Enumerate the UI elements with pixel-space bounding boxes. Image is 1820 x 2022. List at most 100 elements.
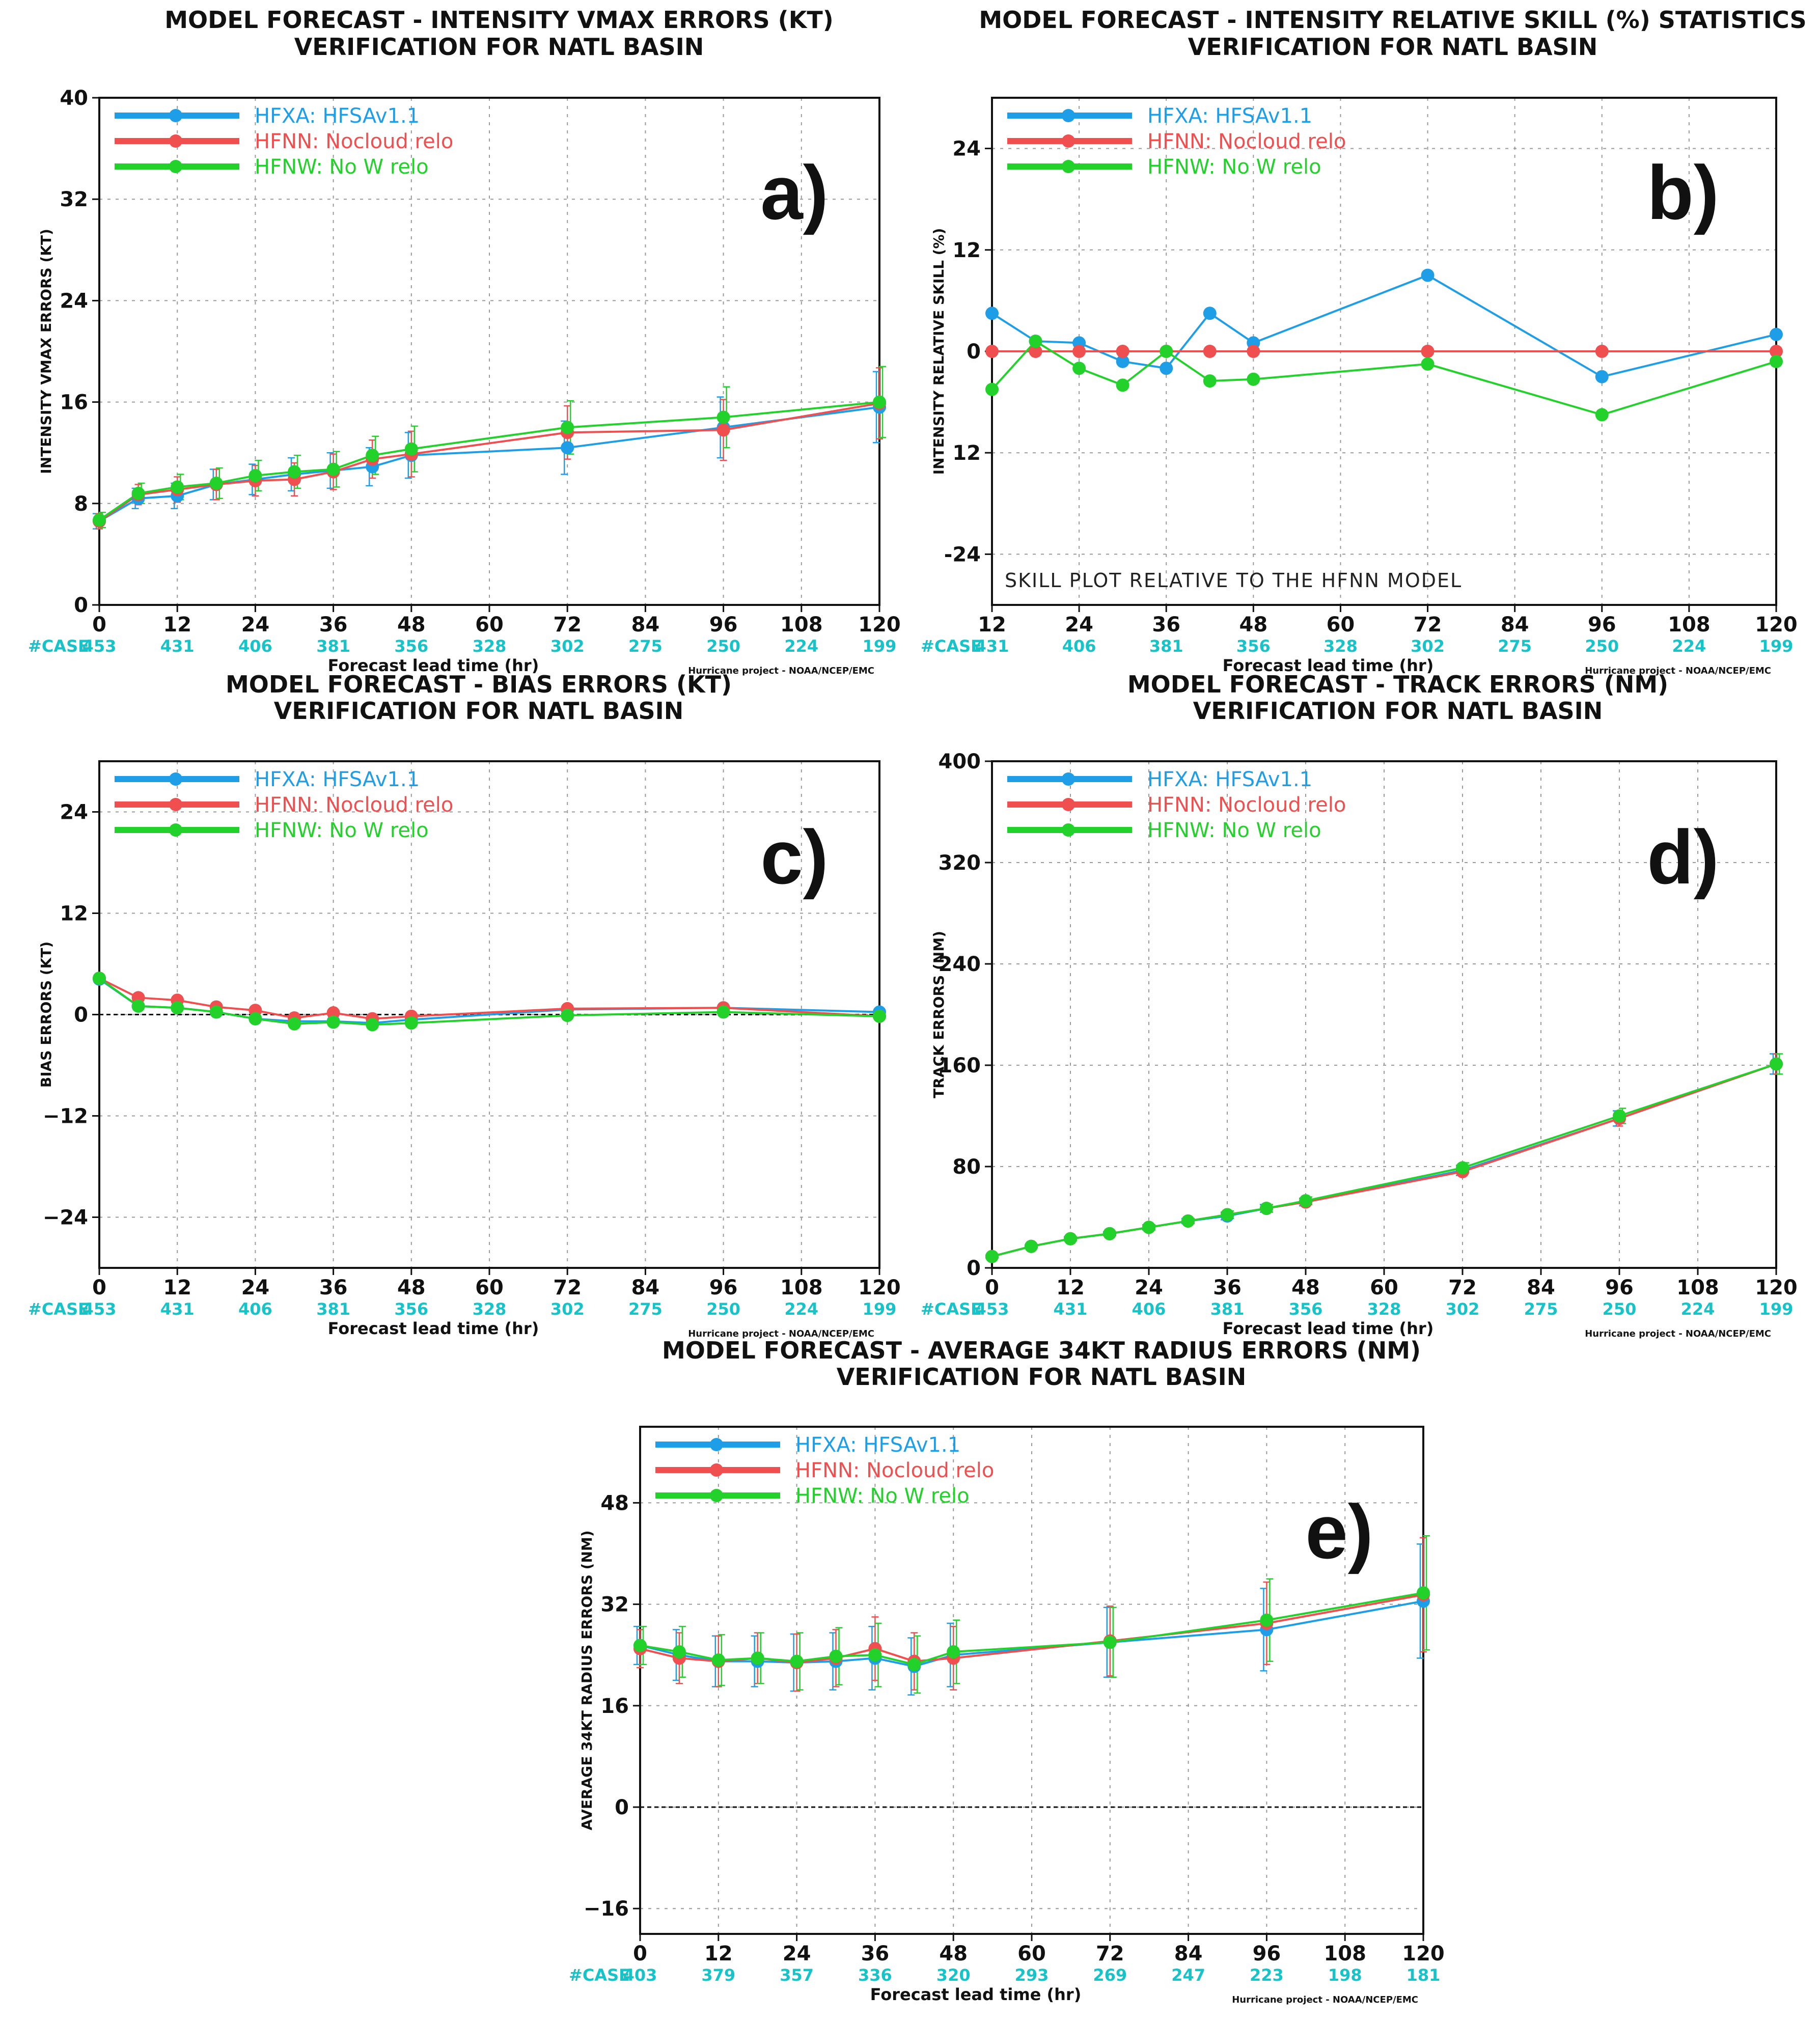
case-count: 431: [160, 636, 195, 656]
case-count: 275: [1524, 1299, 1558, 1319]
x-tick-label: 48: [397, 613, 426, 636]
data-point-hfnw: [947, 1645, 960, 1658]
x-tick-label: 24: [1135, 1276, 1163, 1299]
data-point-hfnw: [209, 476, 223, 490]
x-tick-label: 72: [1096, 1942, 1124, 1965]
y-tick-label: 320: [939, 851, 981, 875]
data-point-hfnw: [404, 442, 418, 456]
case-label: #CASE: [921, 1299, 982, 1319]
x-tick-label: 48: [397, 1276, 426, 1299]
x-tick-label: 12: [1056, 1276, 1085, 1299]
x-tick-label: 12: [163, 613, 191, 636]
legend-marker: [710, 1438, 723, 1451]
data-point-hfnw: [326, 1015, 340, 1029]
case-count: 302: [550, 636, 585, 656]
data-point-hfnn: [1072, 345, 1086, 358]
data-point-hfnw: [249, 469, 262, 483]
y-tick-label: 32: [60, 188, 88, 211]
data-point-hfxa: [985, 307, 999, 320]
chart-title: MODEL FORECAST - BIAS ERRORS (KT): [226, 671, 732, 698]
x-tick-label: 24: [783, 1942, 811, 1965]
x-tick-label: 72: [553, 613, 582, 636]
data-point-hfnn: [326, 1006, 340, 1020]
data-point-hfnw: [1203, 374, 1217, 388]
data-point-hfxa: [561, 441, 574, 455]
case-count: 275: [628, 1299, 663, 1319]
x-tick-label: 120: [858, 613, 901, 636]
y-tick-label: 8: [74, 492, 88, 516]
y-tick-label: 12: [952, 441, 981, 465]
x-axis-label: Forecast lead time (hr): [328, 1319, 539, 1338]
data-point-hfnn: [716, 423, 730, 437]
y-tick-label: −24: [43, 1206, 88, 1230]
legend-label-hfnn: HFNN: Nocloud relo: [255, 793, 453, 817]
x-tick-label: 36: [1152, 613, 1180, 636]
x-tick-label: 120: [858, 1276, 901, 1299]
x-tick-label: 96: [1253, 1942, 1281, 1965]
data-point-hfnw: [1247, 372, 1260, 386]
case-count: 381: [1210, 1299, 1245, 1319]
data-point-hfnw: [1456, 1161, 1469, 1175]
series-line-hfnw: [640, 1592, 1424, 1666]
x-tick-label: 72: [553, 1276, 582, 1299]
data-point-hfnw: [751, 1651, 764, 1665]
series-line-hfnw: [991, 1063, 1777, 1258]
case-count: 293: [1015, 1965, 1049, 1985]
data-point-hfxa: [1595, 370, 1609, 383]
case-count: 199: [863, 636, 897, 656]
y-tick-label: 48: [600, 1491, 629, 1515]
legend-marker: [169, 798, 182, 811]
x-tick-label: 60: [475, 613, 504, 636]
x-tick-label: 12: [163, 1276, 191, 1299]
data-point-hfnw: [1142, 1221, 1155, 1234]
case-count: 320: [936, 1965, 971, 1985]
data-point-hfnn: [1421, 345, 1435, 358]
y-axis-label: BIAS ERRORS (KT): [38, 941, 54, 1088]
data-point-hfnw: [366, 1018, 379, 1032]
case-count: 406: [1062, 636, 1096, 656]
x-tick-label: 12: [978, 613, 1006, 636]
legend-label-hfnw: HFNW: No W relo: [1147, 155, 1321, 179]
data-point-hfnw: [1770, 1057, 1783, 1071]
chart-title: MODEL FORECAST - INTENSITY VMAX ERRORS (…: [164, 6, 834, 34]
x-tick-label: 96: [709, 613, 738, 636]
legend-label-hfxa: HFXA: HFSAv1.1: [1147, 104, 1312, 128]
data-point-hfnw: [1181, 1214, 1195, 1228]
legend-marker: [710, 1463, 723, 1477]
case-count: 247: [1171, 1965, 1205, 1985]
case-count: 431: [160, 1299, 195, 1319]
data-point-hfnn: [1770, 345, 1783, 358]
case-count: 199: [863, 1299, 897, 1319]
x-tick-label: 60: [1370, 1276, 1398, 1299]
x-tick-label: 108: [1323, 1942, 1366, 1965]
data-point-hfnw: [1421, 357, 1435, 371]
data-point-hfnw: [288, 1017, 301, 1031]
x-tick-label: 96: [1605, 1276, 1634, 1299]
data-point-hfnw: [711, 1653, 725, 1667]
data-point-hfnw: [1613, 1109, 1626, 1123]
y-axis-label: INTENSITY RELATIVE SKILL (%): [930, 228, 947, 475]
data-point-hfnw: [1116, 378, 1129, 392]
data-point-hfxa: [1421, 268, 1435, 282]
panel-label: a): [760, 150, 828, 235]
case-count: 431: [975, 636, 1009, 656]
x-tick-label: 96: [1588, 613, 1616, 636]
y-tick-label: −16: [584, 1897, 629, 1921]
panel-label: c): [760, 814, 828, 900]
series-line-hfnw: [991, 340, 1777, 416]
data-point-hfnw: [1103, 1636, 1117, 1649]
case-count: 406: [238, 1299, 272, 1319]
data-point-hfnw: [1160, 345, 1173, 358]
case-count: 302: [1411, 636, 1445, 656]
case-count: 223: [1250, 1965, 1284, 1985]
x-tick-label: 24: [1065, 613, 1093, 636]
data-point-hfnw: [1595, 408, 1609, 422]
case-count: 453: [82, 1299, 117, 1319]
case-count: 381: [316, 636, 350, 656]
case-count: 356: [1236, 636, 1271, 656]
chart-subtitle: VERIFICATION FOR NATL BASIN: [294, 33, 704, 61]
case-count: 181: [1407, 1965, 1441, 1985]
data-point-hfnn: [1203, 345, 1217, 358]
x-axis-label: Forecast lead time (hr): [1223, 656, 1434, 675]
legend-marker: [1062, 798, 1075, 811]
